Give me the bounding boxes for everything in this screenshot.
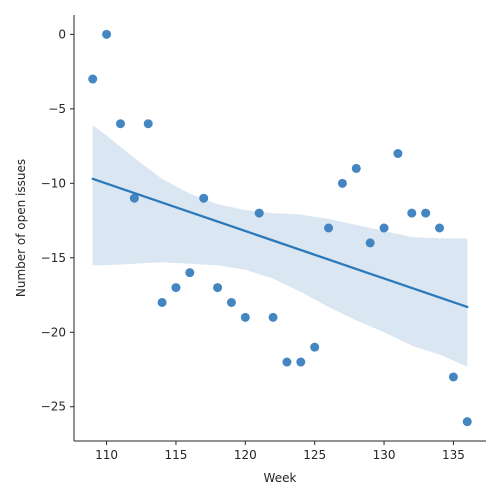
confidence-band-layer (92, 125, 468, 367)
x-tick-label: 130 (373, 448, 396, 462)
data-point (185, 268, 195, 278)
data-point (226, 297, 236, 307)
regression-line (91, 177, 469, 309)
data-point (407, 208, 417, 218)
data-point (448, 372, 458, 382)
x-axis-title: Week (264, 471, 297, 485)
x-tick-label: 115 (165, 448, 188, 462)
data-point (379, 223, 389, 233)
data-point (435, 223, 445, 233)
x-ticks: 110 115 120 125 130 135 (95, 441, 465, 462)
x-tick-label: 120 (234, 448, 257, 462)
x-tick-label: 135 (442, 448, 465, 462)
data-point (213, 283, 223, 293)
data-point (102, 29, 112, 39)
y-ticks: 0 −5 −10 −15 −20 −25 (41, 27, 74, 414)
y-tick-label: −15 (41, 251, 66, 265)
data-point (254, 208, 264, 218)
y-tick-label: −10 (41, 176, 66, 190)
x-tick-label: 110 (95, 448, 118, 462)
x-tick-label: 125 (303, 448, 326, 462)
data-point (157, 297, 167, 307)
regression-line-layer (91, 177, 469, 309)
data-point (296, 357, 306, 367)
y-tick-label: −25 (41, 400, 66, 414)
data-point (143, 119, 153, 129)
data-point (393, 149, 403, 159)
data-point (337, 178, 347, 188)
data-point (88, 74, 98, 84)
data-point (129, 193, 139, 203)
data-point (240, 312, 250, 322)
y-tick-label: 0 (58, 27, 66, 41)
axes-layer (73, 15, 486, 442)
y-tick-label: −5 (48, 102, 66, 116)
data-point (115, 119, 125, 129)
data-point (310, 342, 320, 352)
confidence-band (92, 125, 468, 367)
data-point (282, 357, 292, 367)
data-point (199, 193, 209, 203)
data-point (171, 283, 181, 293)
y-axis-title: Number of open issues (14, 159, 28, 297)
y-tick-label: −20 (41, 325, 66, 339)
data-point (462, 417, 472, 427)
data-point (268, 312, 278, 322)
data-point (365, 238, 375, 248)
data-point (421, 208, 431, 218)
data-point (324, 223, 334, 233)
data-point (351, 163, 361, 173)
points-layer (88, 29, 472, 427)
